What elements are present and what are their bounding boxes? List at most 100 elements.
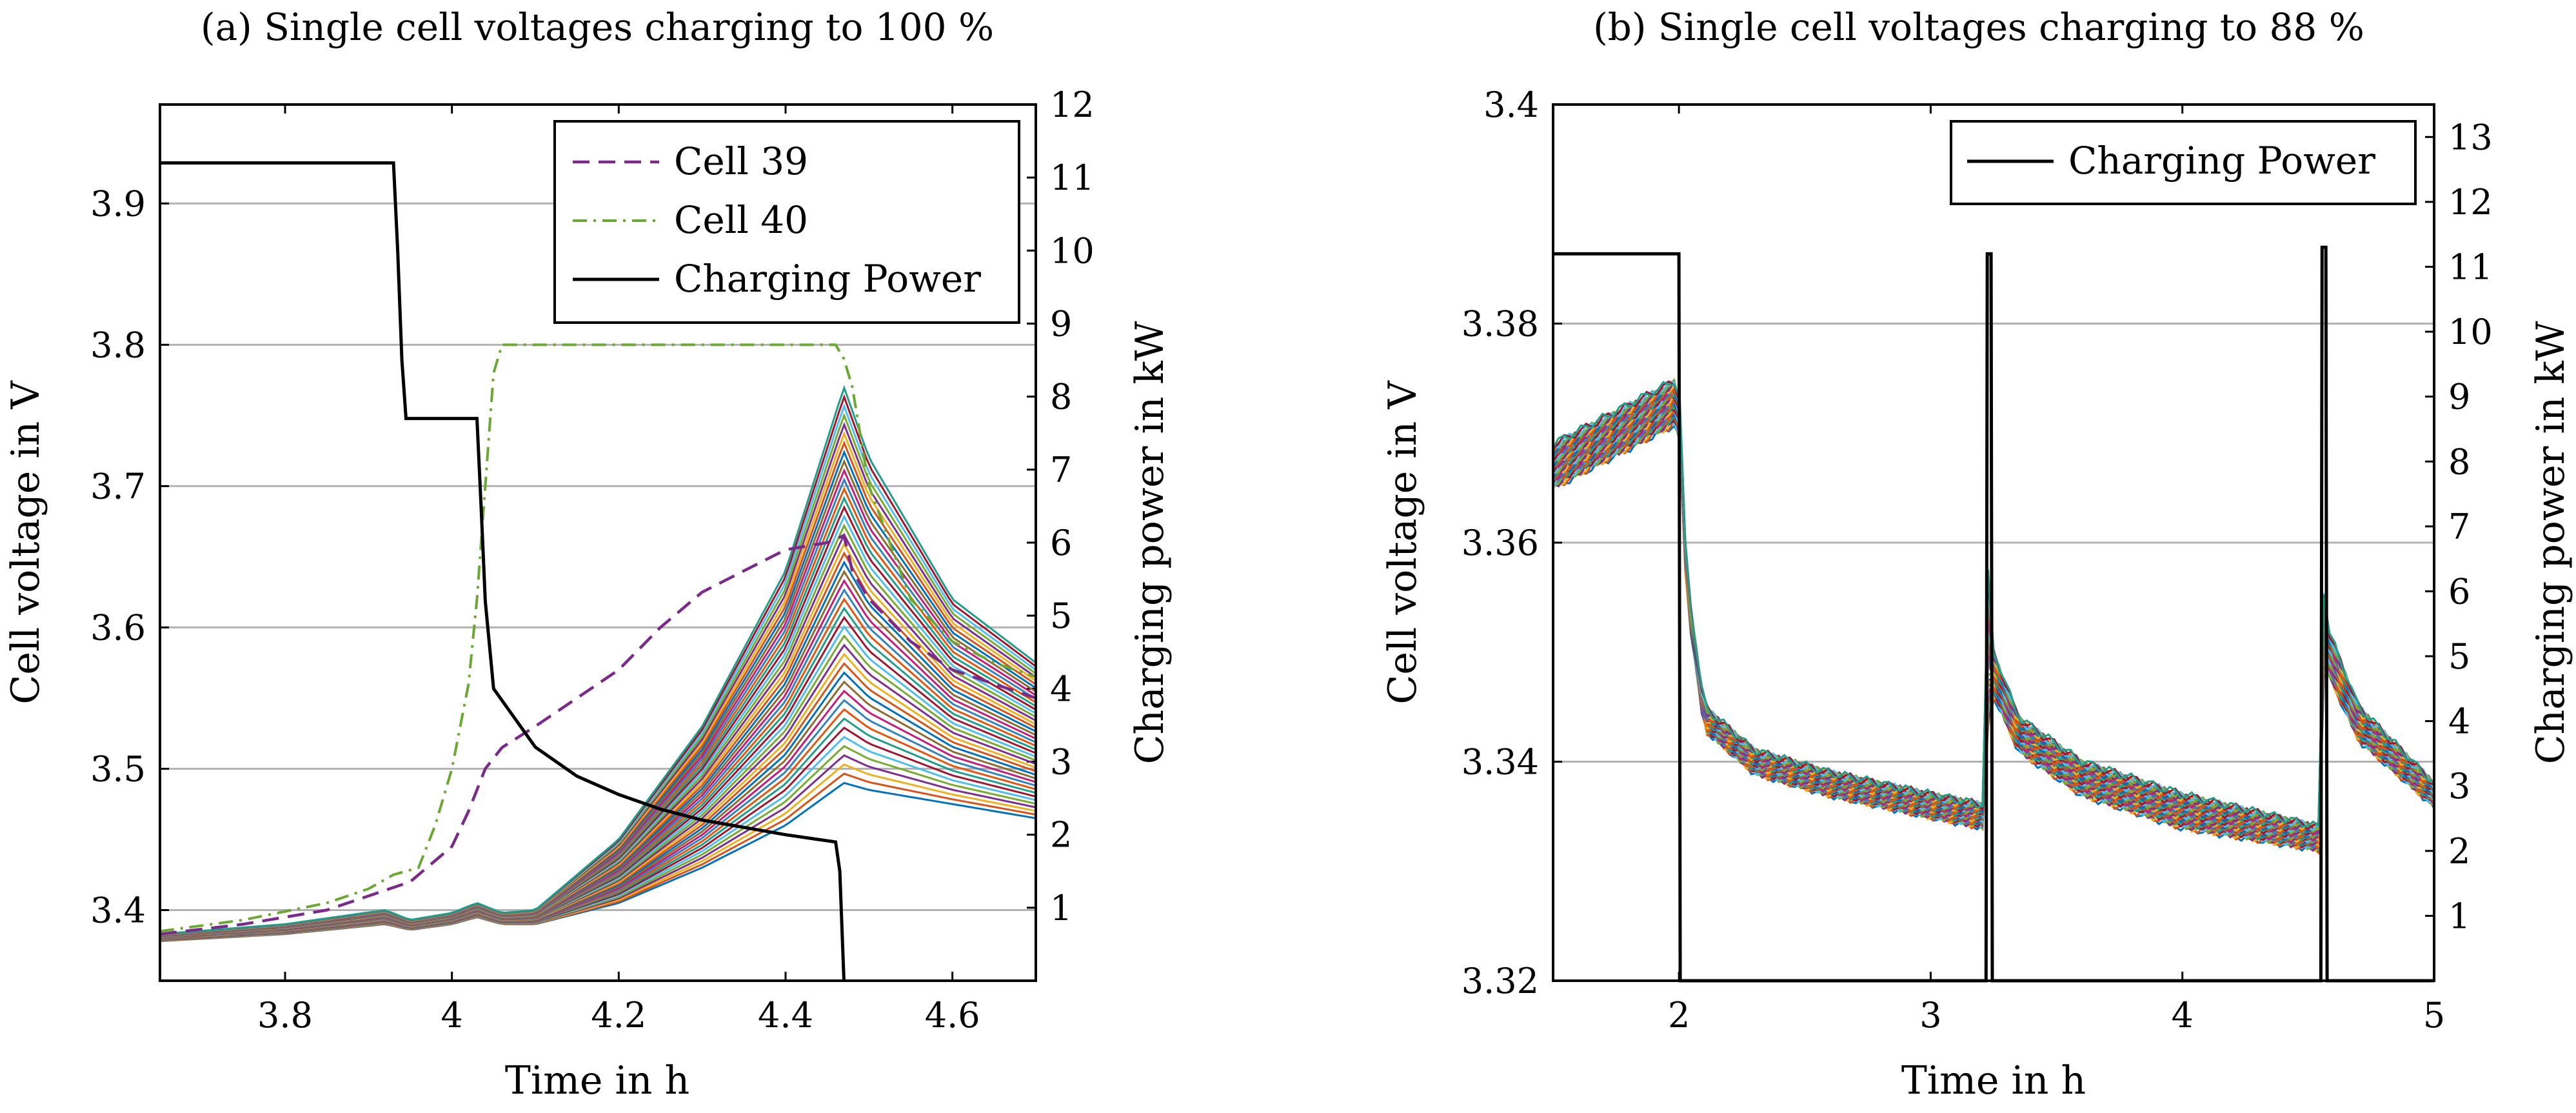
series-charging-power [160,161,846,981]
cell-voltage-trace [1552,377,2435,833]
panel-a-x-tick-label: 4 [441,995,462,1036]
panel-a-title: (a) Single cell voltages charging to 100… [201,5,994,49]
cell-voltage-trace [1552,411,2435,849]
panel-b-y2-tick-label: 10 [2448,312,2493,352]
cell-voltage-trace [1552,405,2435,844]
cell-voltage-trace [1552,394,2435,837]
cell-voltage-trace [1552,394,2435,836]
panel-b-right-y-axis: 1 2 3 4 5 6 7 8 9 10 11 12 13 [2448,117,2493,936]
panel-a-y2-tick-label: 10 [1050,230,1095,271]
series-cell-39 [159,533,1036,936]
panel-b-y2-tick-label: 13 [2448,117,2493,157]
panel-a-y2-tick-label: 12 [1050,85,1095,125]
panel-a: (a) Single cell voltages charging to 100… [3,5,1173,1103]
cell-voltage-trace [1552,406,2435,844]
panel-b-y-tick-label: 3.4 [1483,85,1539,125]
panel-a-y-tick-label: 3.7 [90,466,146,506]
series-cell-40 [159,343,1036,933]
panel-a-y2-tick-label: 7 [1050,450,1072,490]
panel-b-y2-tick-label: 3 [2448,766,2470,807]
panel-a-legend: Cell 39 Cell 40 Charging Power [553,120,1020,324]
panel-b-cell-bundle [1552,377,2435,856]
panel-a-y-axis-label: Cell voltage in V [3,380,48,705]
panel-a-y2-tick-label: 8 [1050,377,1072,417]
panel-a-y-tick-label: 3.9 [90,183,146,224]
panel-a-cell-bundle [159,385,1036,943]
series-charging-power [1553,245,2434,983]
cell-voltage-trace [1552,397,2435,843]
panel-a-x-tick-label: 4.6 [925,995,980,1036]
cell-voltage-trace [1552,381,2435,828]
panel-b-y-axis-label: Cell voltage in V [1380,380,1425,705]
panel-b-y-tick-label: 3.38 [1461,304,1539,345]
cell-voltage-trace [1552,390,2435,839]
panel-b-y2-tick-label: 2 [2448,831,2470,872]
panel-b-y2-tick-label: 1 [2448,896,2470,936]
panel-b-left-y-axis: 3.32 3.34 3.36 3.38 3.4 [1461,85,1539,1001]
panel-a-y2-tick-label: 3 [1050,742,1072,783]
cell-voltage-trace [1552,416,2435,852]
panel-a-y-tick-label: 3.5 [90,748,146,789]
panel-b-x-axis: 2 3 4 5 [1668,995,2445,1036]
panel-b-x-tick-label: 5 [2423,995,2445,1036]
panel-a-y2-tick-label: 11 [1050,157,1095,198]
panel-a-y2-tick-label: 5 [1050,596,1072,636]
cell-voltage-trace [1552,413,2435,847]
cell-voltage-trace [1552,399,2435,842]
cell-voltage-trace [159,763,1036,942]
panel-a-y2-tick-label: 9 [1050,304,1072,345]
panel-a-y2-tick-label: 6 [1050,523,1072,563]
cell-voltage-trace [1552,404,2435,846]
panel-b-y-tick-label: 3.36 [1461,523,1539,563]
panel-a-left-y-axis: 3.4 3.5 3.6 3.7 3.8 3.9 [90,183,146,930]
cell-voltage-trace [1552,387,2435,832]
panel-a-x-axis-label: Time in h [505,1058,689,1103]
legend-label-cell-40: Cell 40 [674,198,808,242]
cell-voltage-trace [1552,384,2435,836]
panel-b-legend: Charging Power [1950,120,2417,205]
panel-a-x-tick-label: 4.4 [758,995,813,1036]
panel-b-x-tick-label: 2 [1668,995,1690,1036]
cell-voltage-trace [1552,379,2435,835]
cell-voltage-trace [1552,392,2435,837]
cell-voltage-trace [1552,418,2435,851]
cell-voltage-trace [1552,408,2435,849]
panel-b-axes-frame [1552,103,2435,982]
panel-b-title: (b) Single cell voltages charging to 88 … [1593,5,2364,49]
panel-b-x-axis-label: Time in h [1901,1058,2086,1103]
cell-voltage-trace [1552,406,2435,841]
cell-voltage-trace [159,385,1036,936]
panel-a-y2-tick-label: 1 [1050,888,1072,928]
panel-a-y-tick-label: 3.8 [90,325,146,365]
panel-b-x-tick-label: 4 [2172,995,2194,1036]
cell-voltage-trace [1552,388,2435,840]
panel-a-axes-frame [159,103,1037,982]
panel-a-x-axis: 3.8 4 4.2 4.4 4.6 [257,995,980,1036]
cell-voltage-trace [1552,419,2435,849]
panel-b-x-tick-label: 3 [1919,995,1941,1036]
legend-label-cell-39: Cell 39 [674,139,808,183]
panel-a-y-tick-label: 3.4 [90,890,146,930]
panel-a-y2-tick-label: 2 [1050,815,1072,856]
cell-voltage-trace [1552,387,2435,834]
cell-voltage-trace [159,745,1036,942]
cell-voltage-trace [1552,412,2435,846]
cell-voltage-trace [1552,412,2435,847]
panel-b-y2-axis-label: Charging power in kW [2528,321,2573,764]
panel-b-y2-tick-label: 9 [2448,377,2470,417]
panel-b-y-tick-label: 3.32 [1461,961,1539,1001]
cell-voltage-trace [1552,393,2435,843]
panel-b-y2-tick-label: 12 [2448,182,2493,223]
panel-a-y-tick-label: 3.6 [90,607,146,648]
cell-voltage-trace [1552,384,2435,837]
panel-b-y2-tick-label: 11 [2448,246,2493,287]
cell-voltage-trace [1552,413,2435,852]
panel-b: (b) Single cell voltages charging to 88 … [1380,5,2573,1103]
cell-voltage-trace [1552,418,2435,852]
legend-label-charging-power: Charging Power [2068,139,2375,183]
cell-voltage-trace [1552,398,2435,845]
cell-voltage-trace [1552,392,2435,839]
panel-b-y-tick-label: 3.34 [1461,742,1539,783]
